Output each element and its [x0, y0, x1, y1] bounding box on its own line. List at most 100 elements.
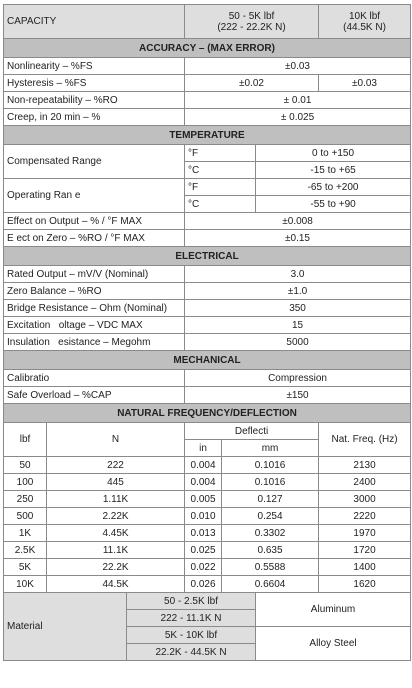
- cell-in: 0.013: [184, 524, 223, 542]
- cell-n: 11.1K: [45, 541, 186, 559]
- electrical-row: Zero Balance – %RO ±1.0: [2, 282, 412, 300]
- operating-range-row-f: Operating Ran e °F -65 to +200: [2, 178, 412, 213]
- operating-unit-c: °C: [184, 195, 257, 213]
- col-lbf-header: lbf: [3, 422, 47, 457]
- cell-mm: 0.127: [221, 490, 320, 508]
- frequency-row: 5K 22.2K 0.022 0.5588 1400: [3, 558, 412, 576]
- electrical-label: Zero Balance – %RO: [2, 282, 186, 300]
- frequency-row: 100 445 0.004 0.1016 2400: [3, 473, 412, 491]
- hysteresis-value-1: ±0.02: [184, 74, 320, 92]
- effect-zero-value: ±0.15: [184, 229, 412, 247]
- material-range-lbf-high: 5K - 10K lbf: [125, 626, 257, 644]
- operating-range-label: Operating Ran e: [2, 178, 186, 213]
- electrical-value: 5000: [184, 333, 412, 351]
- electrical-label: Excitation oltage – VDC MAX: [2, 316, 186, 334]
- hysteresis-row: Hysteresis – %FS ±0.02 ±0.03: [2, 74, 412, 92]
- electrical-row: Bridge Resistance – Ohm (Nominal) 350: [2, 299, 412, 317]
- cell-hz: 3000: [318, 490, 412, 508]
- cell-hz: 2400: [318, 473, 412, 491]
- material-label: Material: [3, 592, 127, 661]
- compensated-value-c: -15 to +65: [255, 161, 412, 179]
- creep-value: ± 0.025: [184, 108, 412, 126]
- frequency-row: 250 1.11K 0.005 0.127 3000: [3, 490, 412, 508]
- effect-zero-row: E ect on Zero – %RO / °F MAX ±0.15: [2, 229, 412, 247]
- cell-lbf: 500: [3, 507, 47, 525]
- col-mm-header: mm: [221, 439, 320, 457]
- cell-n: 2.22K: [45, 507, 186, 525]
- compensated-unit-f: °F: [184, 144, 257, 162]
- nonrepeatability-row: Non-repeatability – %RO ± 0.01: [2, 91, 412, 109]
- cell-n: 1.11K: [45, 490, 186, 508]
- compensated-unit-c: °C: [184, 161, 257, 179]
- capacity-col1: 50 - 5K lbf (222 - 22.2K N): [184, 4, 320, 39]
- cell-in: 0.005: [184, 490, 223, 508]
- material-range-n-high: 22.2K - 44.5K N: [125, 643, 257, 661]
- effect-output-row: Effect on Output – % / °F MAX ±0.008: [2, 212, 412, 230]
- electrical-value: ±1.0: [184, 282, 412, 300]
- electrical-value: 350: [184, 299, 412, 317]
- capacity-label: CAPACITY: [2, 4, 186, 39]
- nonlinearity-row: Nonlinearity – %FS ±0.03: [2, 57, 412, 75]
- electrical-row: Insulation esistance – Megohm 5000: [2, 333, 412, 351]
- operating-value-c: -55 to +90: [255, 195, 412, 213]
- cell-in: 0.004: [184, 456, 223, 474]
- frequency-section-title: NATURAL FREQUENCY/DEFLECTION: [2, 403, 412, 423]
- capacity-row: CAPACITY 50 - 5K lbf (222 - 22.2K N) 10K…: [2, 4, 412, 39]
- cell-in: 0.026: [184, 575, 223, 593]
- nonlinearity-value: ±0.03: [184, 57, 412, 75]
- cell-lbf: 10K: [3, 575, 47, 593]
- cell-n: 22.2K: [45, 558, 186, 576]
- capacity-col2: 10K lbf (44.5K N): [318, 4, 412, 39]
- accuracy-section-title: ACCURACY – (MAX ERROR): [2, 38, 412, 58]
- col-in-header: in: [184, 439, 223, 457]
- creep-label: Creep, in 20 min – %: [2, 108, 186, 126]
- material-row: 222 - 11.1K N: [4, 609, 411, 627]
- material-aluminum: Aluminum: [255, 592, 412, 627]
- cell-n: 222: [45, 456, 186, 474]
- frequency-row: 500 2.22K 0.010 0.254 2220: [3, 507, 412, 525]
- cell-lbf: 5K: [3, 558, 47, 576]
- electrical-value: 15: [184, 316, 412, 334]
- frequency-row: 10K 44.5K 0.026 0.6604 1620: [3, 575, 412, 593]
- hysteresis-value-2: ±0.03: [318, 74, 412, 92]
- material-alloy-steel: Alloy Steel: [255, 626, 412, 661]
- electrical-label: Bridge Resistance – Ohm (Nominal): [2, 299, 186, 317]
- col-deflection-header: Deflecti: [184, 422, 320, 440]
- electrical-section-title: ELECTRICAL: [2, 246, 412, 266]
- cell-mm: 0.3302: [221, 524, 320, 542]
- material-row: 22.2K - 44.5K N: [4, 643, 411, 661]
- capacity-col2-lbf: 10K lbf: [348, 10, 381, 22]
- mechanical-row: Safe Overload – %CAP ±150: [2, 386, 412, 404]
- mechanical-label: Calibratio: [2, 369, 186, 387]
- electrical-value: 3.0: [184, 265, 412, 283]
- capacity-col2-n: (44.5K N): [343, 21, 386, 33]
- material-range-lbf-low: 50 - 2.5K lbf: [125, 592, 257, 610]
- nonrepeatability-label: Non-repeatability – %RO: [2, 91, 186, 109]
- cell-lbf: 100: [3, 473, 47, 491]
- cell-hz: 2130: [318, 456, 412, 474]
- cell-n: 44.5K: [45, 575, 186, 593]
- hysteresis-label: Hysteresis – %FS: [2, 74, 186, 92]
- capacity-col1-lbf: 50 - 5K lbf: [228, 10, 275, 22]
- cell-mm: 0.1016: [221, 473, 320, 491]
- cell-in: 0.010: [184, 507, 223, 525]
- operating-unit-f: °F: [184, 178, 257, 196]
- material-range-n-low: 222 - 11.1K N: [125, 609, 257, 627]
- mechanical-value: ±150: [184, 386, 412, 404]
- cell-in: 0.022: [184, 558, 223, 576]
- creep-row: Creep, in 20 min – % ± 0.025: [2, 108, 412, 126]
- cell-lbf: 2.5K: [3, 541, 47, 559]
- compensated-range-label: Compensated Range: [2, 144, 186, 179]
- mechanical-label: Safe Overload – %CAP: [2, 386, 186, 404]
- cell-mm: 0.5588: [221, 558, 320, 576]
- electrical-label: Insulation esistance – Megohm: [2, 333, 186, 351]
- frequency-header-row: lbf N Deflecti Nat. Freq. (Hz): [3, 422, 412, 457]
- cell-mm: 0.1016: [221, 456, 320, 474]
- mechanical-section-title: MECHANICAL: [2, 350, 412, 370]
- operating-value-f: -65 to +200: [255, 178, 412, 196]
- electrical-row: Rated Output – mV/V (Nominal) 3.0: [2, 265, 412, 283]
- material-row: 5K - 10K lbf Alloy Steel: [4, 626, 412, 661]
- electrical-row: Excitation oltage – VDC MAX 15: [2, 316, 412, 334]
- frequency-row: 1K 4.45K 0.013 0.3302 1970: [3, 524, 412, 542]
